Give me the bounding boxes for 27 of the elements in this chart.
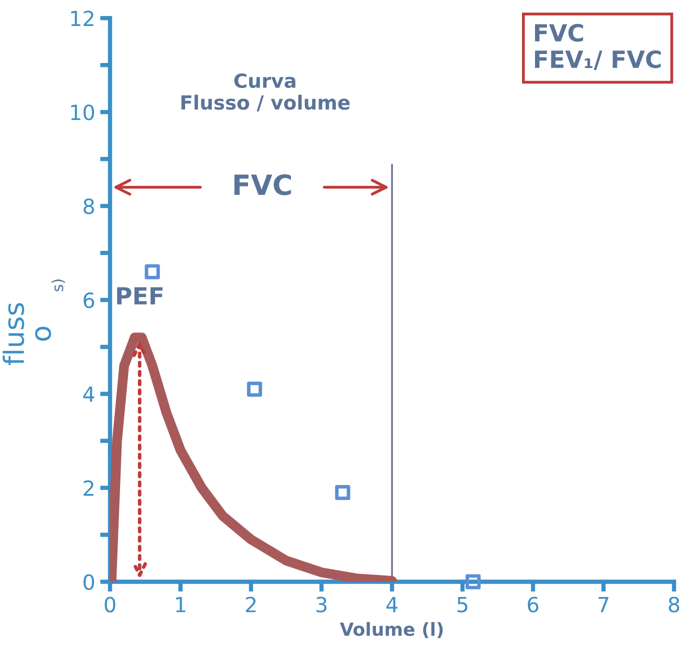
x-tick-label: 2 xyxy=(246,596,256,612)
x-tick-label: 4 xyxy=(386,596,398,612)
y-axis-title: fluss o xyxy=(2,303,52,366)
x-tick-label: 3 xyxy=(316,596,326,612)
y-tick-label: 2 xyxy=(84,480,94,496)
y-tick-label: 6 xyxy=(84,292,94,308)
x-tick-label: 0 xyxy=(104,596,116,612)
annotation: FVC FEV₁/ FVC xyxy=(535,24,661,70)
x-axis-title: Volume (l) xyxy=(340,622,443,638)
y-tick-label: 10 xyxy=(71,104,94,120)
point xyxy=(247,382,262,397)
y-tick-label: 0 xyxy=(84,574,94,590)
point xyxy=(144,264,160,280)
annotation: FVC xyxy=(234,174,291,196)
y-tick-label: 4 xyxy=(83,386,94,402)
x-tick-label: 7 xyxy=(598,596,608,612)
y-tick-label: 12 xyxy=(71,10,94,26)
x-tick-label: 5 xyxy=(457,596,468,612)
point xyxy=(466,574,481,590)
text: s) xyxy=(51,280,66,292)
text: Curva Flusso / volume xyxy=(181,73,350,112)
x-tick-label: 6 xyxy=(528,596,538,612)
point xyxy=(335,484,350,500)
x-tick-label: 1 xyxy=(176,596,186,612)
x-tick-label: 8 xyxy=(668,596,680,612)
y-tick-label: 8 xyxy=(84,198,94,214)
annotation: PEF xyxy=(117,287,163,304)
